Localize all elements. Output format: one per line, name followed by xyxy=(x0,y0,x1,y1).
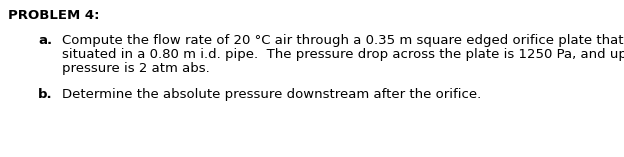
Text: b.: b. xyxy=(38,88,52,101)
Text: PROBLEM 4:: PROBLEM 4: xyxy=(8,9,99,22)
Text: pressure is 2 atm abs.: pressure is 2 atm abs. xyxy=(62,62,210,75)
Text: Determine the absolute pressure downstream after the orifice.: Determine the absolute pressure downstre… xyxy=(62,88,481,101)
Text: situated in a 0.80 m i.d. pipe.  The pressure drop across the plate is 1250 Pa, : situated in a 0.80 m i.d. pipe. The pres… xyxy=(62,48,624,61)
Text: a.: a. xyxy=(38,34,52,47)
Text: Compute the flow rate of 20 °C air through a 0.35 m square edged orifice plate t: Compute the flow rate of 20 °C air throu… xyxy=(62,34,624,47)
